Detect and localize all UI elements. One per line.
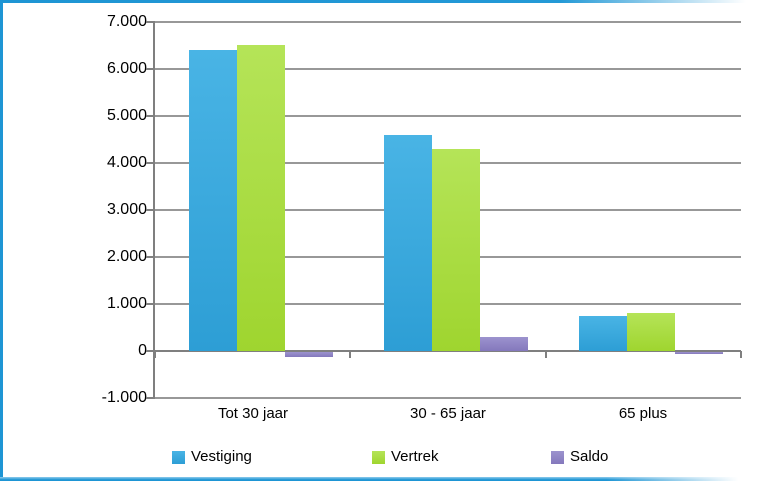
frame-border-bottom	[0, 477, 777, 481]
y-tick-label: 6.000	[106, 60, 147, 77]
saldo-swatch-icon	[551, 450, 564, 464]
y-tick-label: 4.000	[106, 154, 147, 171]
y-axis-tick	[146, 115, 155, 117]
category-label: Tot 30 jaar	[217, 405, 289, 422]
y-axis-tick	[146, 162, 155, 164]
legend-label-saldo: Saldo	[570, 448, 609, 465]
vestiging-swatch-icon	[172, 450, 185, 464]
legend-label-vertrek: Vertrek	[391, 448, 439, 465]
bar-vestiging-0	[189, 50, 237, 351]
y-axis-line	[153, 22, 155, 398]
y-axis-tick	[146, 68, 155, 70]
y-axis-tick	[146, 397, 155, 399]
gridline	[155, 115, 741, 117]
y-axis-tick	[146, 350, 155, 352]
x-axis-tick	[740, 351, 742, 358]
gridline	[155, 68, 741, 70]
bar-vestiging-2	[579, 316, 627, 351]
category-label: 65 plus	[618, 405, 668, 422]
y-tick-label: 2.000	[106, 248, 147, 265]
x-axis-tick	[545, 351, 547, 358]
x-axis-tick	[154, 351, 156, 358]
y-tick-label: 7.000	[106, 13, 147, 30]
legend-label-vestiging: Vestiging	[191, 448, 252, 465]
y-axis-tick	[146, 256, 155, 258]
y-tick-label: 3.000	[106, 201, 147, 218]
x-axis-zero-line	[155, 350, 741, 352]
frame-border-left	[0, 0, 3, 481]
gridline	[155, 397, 741, 399]
y-axis-tick	[146, 303, 155, 305]
bar-vestiging-1	[384, 135, 432, 351]
bar-saldo-1	[480, 337, 528, 351]
gridline	[155, 21, 741, 23]
y-tick-label: -1.000	[101, 389, 147, 406]
y-tick-label: 5.000	[106, 107, 147, 124]
bar-saldo-0	[285, 352, 333, 357]
y-tick-label: 0	[138, 342, 147, 359]
y-axis-tick	[146, 21, 155, 23]
legend-item-saldo: Saldo	[551, 447, 608, 467]
frame-border-top	[0, 0, 777, 3]
x-axis-tick	[349, 351, 351, 358]
bar-vertrek-0	[237, 45, 285, 351]
category-label: 30 - 65 jaar	[410, 405, 486, 422]
bar-saldo-2	[675, 352, 723, 354]
y-tick-label: 1.000	[106, 295, 147, 312]
bar-vertrek-1	[432, 149, 480, 351]
y-axis-tick	[146, 209, 155, 211]
legend-item-vestiging: Vestiging	[172, 447, 252, 467]
vertrek-swatch-icon	[372, 450, 385, 464]
bar-vertrek-2	[627, 313, 675, 351]
legend-item-vertrek: Vertrek	[372, 447, 439, 467]
legend: Vestiging Vertrek Saldo	[0, 447, 777, 469]
